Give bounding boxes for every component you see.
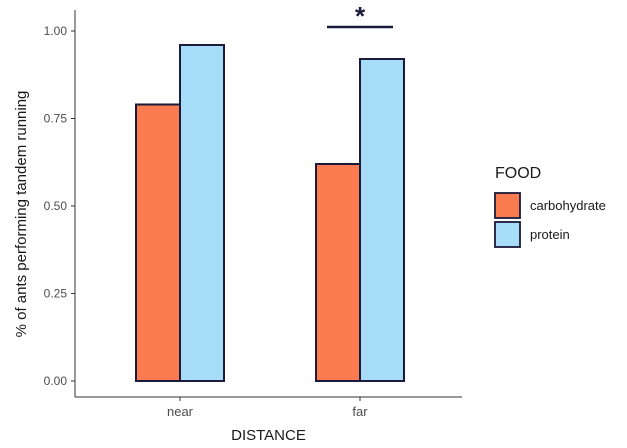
x-tick-label: near [167,404,194,419]
x-axis-title: DISTANCE [231,427,306,444]
bar-carbohydrate-far [315,163,361,382]
axes-layer: 0.00 0.25 0.50 0.75 1.00 near far DISTANCE % … [13,10,462,444]
y-tick-label: 0.75 [44,112,68,126]
annotation-layer: * [327,1,393,31]
bars-layer [135,44,405,382]
legend: FOOD carbohydrate protein [494,165,606,248]
legend-key-carbohydrate [494,192,521,219]
legend-items: carbohydrate protein [494,192,606,248]
x-ticks: near far [167,397,368,419]
bar-carbohydrate-near [135,103,181,382]
y-tick-label: 1.00 [44,24,68,38]
y-tick-label: 0.25 [44,287,68,301]
legend-title: FOOD [495,165,541,182]
y-tick-label: 0.00 [44,374,68,388]
significance-asterisk: * [355,1,366,31]
y-axis-title: % of ants performing tandem running [13,91,30,338]
bar-protein-far [359,58,405,382]
y-ticks: 0.00 0.25 0.50 0.75 1.00 [44,24,75,388]
bar-protein-near [179,44,225,382]
y-tick-label: 0.50 [44,199,68,213]
legend-label-protein: protein [530,227,570,242]
legend-key-protein [494,221,521,248]
legend-label-carbohydrate: carbohydrate [530,198,606,213]
x-tick-label: far [352,404,368,419]
